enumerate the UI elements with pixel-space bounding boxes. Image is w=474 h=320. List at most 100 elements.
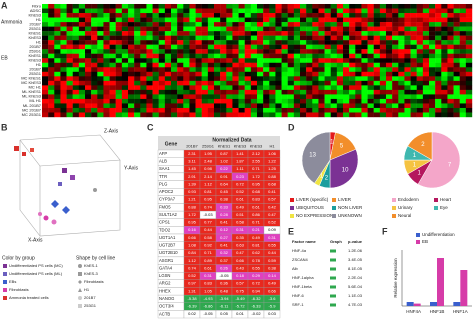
heatmap-cell xyxy=(373,17,381,23)
heatmap-cell xyxy=(379,26,387,32)
heatmap-cell xyxy=(115,76,123,82)
heatmap-cell xyxy=(404,89,411,95)
heatmap-cell xyxy=(318,98,325,104)
heatmap-cell xyxy=(97,62,104,68)
heatmap-cell xyxy=(250,13,258,18)
heatmap-cell xyxy=(465,107,473,113)
heatmap-cell xyxy=(373,13,381,18)
heatmap-cell xyxy=(152,40,159,45)
heatmap-cell xyxy=(300,31,307,36)
heatmap-cell xyxy=(78,17,86,23)
heatmap-cell xyxy=(195,49,202,54)
heatmap-cell xyxy=(392,62,399,68)
heatmap-cell xyxy=(183,76,190,82)
heatmap-cell xyxy=(453,8,460,14)
heatmap-cell xyxy=(54,53,61,59)
heatmap-cell xyxy=(447,8,454,14)
heatmap-cell xyxy=(97,94,104,100)
heatmap-cell xyxy=(404,94,411,100)
heatmap-cell xyxy=(441,62,448,68)
heatmap-cell xyxy=(459,80,467,86)
heatmap-cell xyxy=(367,112,374,118)
heatmap-cell xyxy=(416,53,424,59)
row-label: 253G1 xyxy=(29,49,42,54)
heatmap-cell xyxy=(201,17,209,23)
row-label: 253G1 xyxy=(29,26,42,31)
heatmap-cell xyxy=(72,85,80,91)
heatmap-cell xyxy=(250,17,258,23)
heatmap-cell xyxy=(91,98,98,104)
heatmap-cell xyxy=(214,53,221,59)
heatmap-cell xyxy=(146,58,153,63)
gene-name: NANOG xyxy=(159,296,174,301)
heatmap-cell xyxy=(115,58,123,63)
heatmap-cell xyxy=(183,40,190,45)
x-tick-label: HNF4A xyxy=(406,309,421,314)
heatmap-cell xyxy=(269,58,276,63)
heatmap-cell xyxy=(48,44,55,50)
heatmap-cell xyxy=(66,8,73,14)
heatmap-cell xyxy=(207,4,215,9)
heatmap-cell xyxy=(435,17,442,23)
heatmap-cell xyxy=(97,53,104,59)
heatmap-cell xyxy=(140,22,147,27)
heatmap-cell xyxy=(152,98,159,104)
heatmap-cell xyxy=(195,103,202,109)
heatmap-cell xyxy=(226,94,233,100)
heatmap-cell xyxy=(306,103,313,109)
heatmap-cell xyxy=(324,40,331,45)
heatmap-cell xyxy=(103,67,110,72)
heatmap-cell xyxy=(416,107,424,113)
heatmap-cell xyxy=(207,8,215,14)
heatmap-cell xyxy=(343,35,350,41)
heatmap-cell xyxy=(453,13,460,18)
heatmap-cell xyxy=(379,35,387,41)
heatmap-cell xyxy=(306,67,313,72)
heatmap-cell xyxy=(140,4,147,9)
heatmap-cell xyxy=(435,94,442,100)
heatmap-cell xyxy=(171,67,178,72)
row-label: MC KhES1 xyxy=(21,76,42,81)
heatmap-cell xyxy=(459,17,467,23)
heatmap-cell xyxy=(318,22,325,27)
heatmap-cell xyxy=(146,31,153,36)
heatmap-cell xyxy=(306,98,313,104)
heatmap-cell xyxy=(410,58,417,63)
heatmap-cell xyxy=(398,44,405,50)
heatmap-cell xyxy=(410,35,417,41)
heatmap-cell xyxy=(281,85,288,91)
heatmap-cell xyxy=(164,103,172,109)
heatmap-cell xyxy=(250,26,258,32)
heatmap-cell xyxy=(244,53,252,59)
heatmap-cell xyxy=(330,22,338,27)
heatmap-cell xyxy=(60,76,67,82)
heatmap-cell xyxy=(171,107,178,113)
heatmap-cell xyxy=(373,53,381,59)
heatmap-cell xyxy=(201,58,209,63)
heatmap-cell xyxy=(373,98,381,104)
heatmap-cell xyxy=(238,49,245,54)
heatmap-cell xyxy=(257,76,264,82)
heatmap-cell xyxy=(189,107,196,113)
heatmap-cell xyxy=(103,17,110,23)
heatmap-cell xyxy=(226,44,233,50)
heatmap-cell xyxy=(195,35,202,41)
heatmap-cell xyxy=(226,31,233,36)
heatmap-cell xyxy=(103,94,110,100)
heatmap-cell xyxy=(306,44,313,50)
heatmap-cell xyxy=(121,89,129,95)
heatmap-cell xyxy=(97,44,104,50)
heatmap-cell xyxy=(78,103,86,109)
point xyxy=(58,182,62,186)
heatmap-cell xyxy=(306,49,313,54)
heatmap-cell xyxy=(103,22,110,27)
heatmap-cell xyxy=(300,35,307,41)
heatmap-cell xyxy=(115,85,123,91)
cell-value: 0.91 xyxy=(220,174,229,179)
heatmap-cell xyxy=(72,26,80,32)
cell-value: -3.94 xyxy=(219,296,229,301)
heatmap-cell xyxy=(373,85,381,91)
heatmap-cell xyxy=(465,26,473,32)
heatmap-cell xyxy=(195,53,202,59)
heatmap-cell xyxy=(128,112,135,118)
